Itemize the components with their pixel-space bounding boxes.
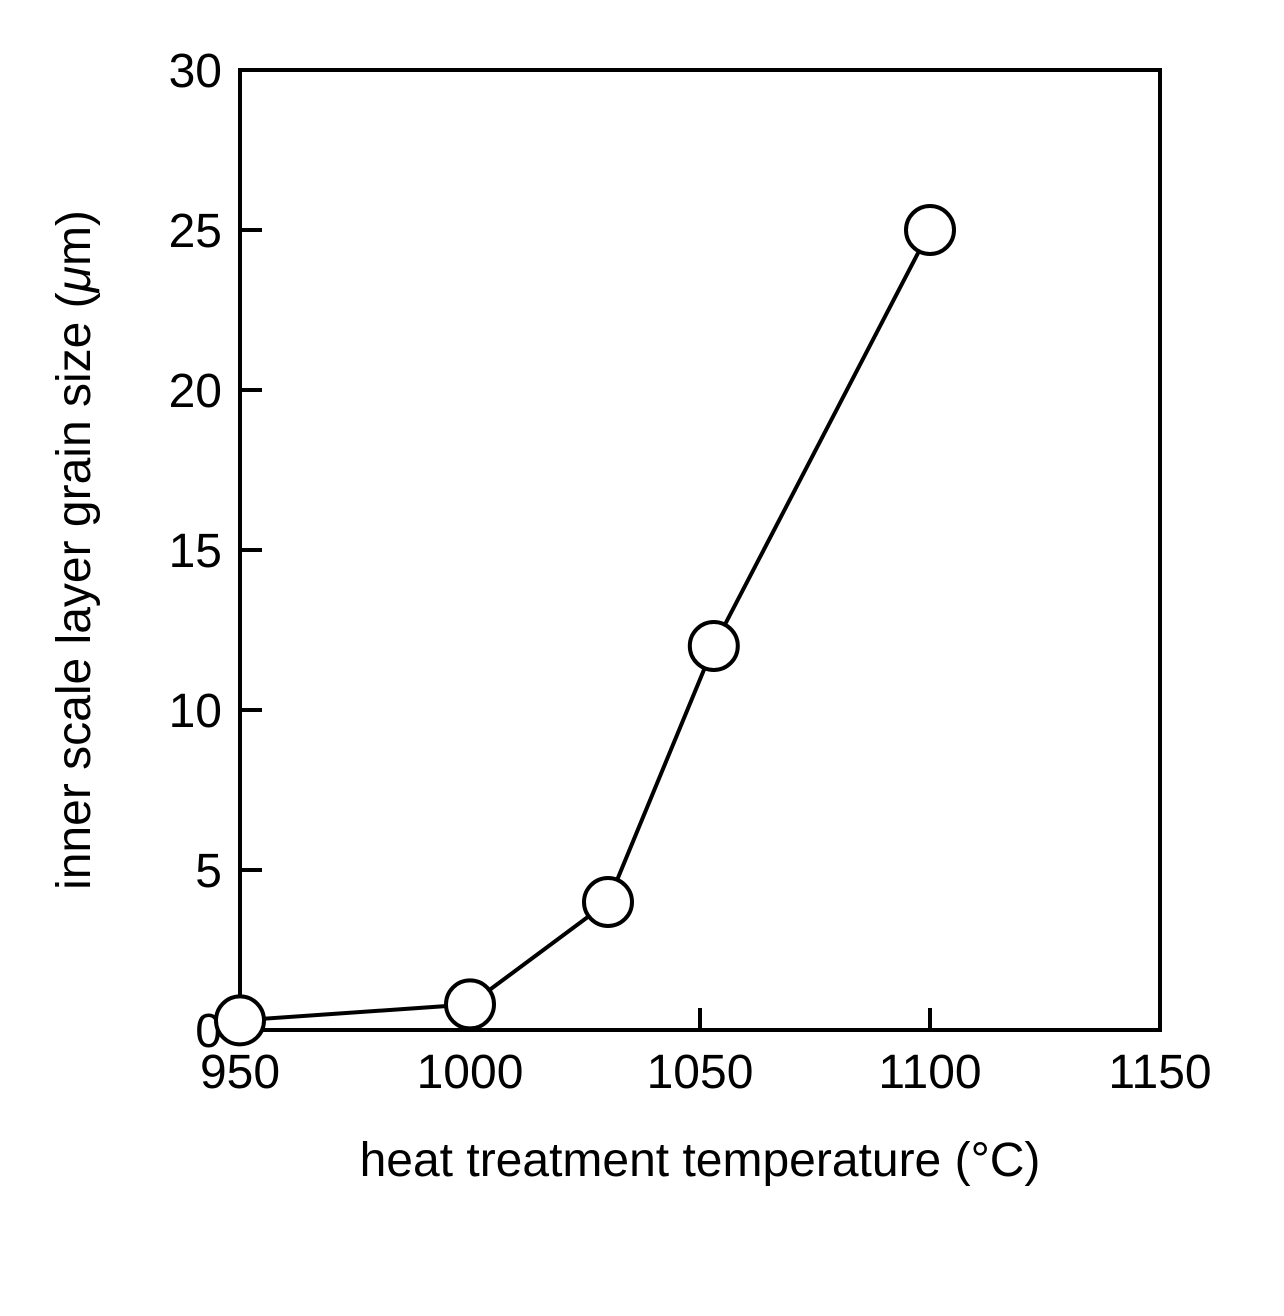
- y-tick-label: 5: [195, 845, 222, 898]
- y-tick-label: 20: [169, 365, 222, 418]
- y-tick-label: 30: [169, 45, 222, 98]
- data-marker: [446, 980, 494, 1028]
- plot-border: [240, 70, 1160, 1030]
- y-tick-label: 10: [169, 685, 222, 738]
- data-marker: [216, 996, 264, 1044]
- data-marker: [690, 622, 738, 670]
- x-tick-label: 1100: [878, 1046, 981, 1099]
- y-tick-label: 15: [169, 525, 222, 578]
- y-tick-label: 25: [169, 205, 222, 258]
- x-tick-label: 1050: [647, 1046, 754, 1099]
- x-tick-label: 1000: [417, 1046, 524, 1099]
- x-tick-label: 1150: [1108, 1046, 1211, 1099]
- y-axis-label: inner scale layer grain size (μm): [48, 210, 101, 890]
- x-axis-label: heat treatment temperature (°C): [360, 1134, 1041, 1187]
- data-marker: [906, 206, 954, 254]
- data-marker: [584, 878, 632, 926]
- grain-size-chart: 9501000105011001150051015202530heat trea…: [0, 0, 1284, 1316]
